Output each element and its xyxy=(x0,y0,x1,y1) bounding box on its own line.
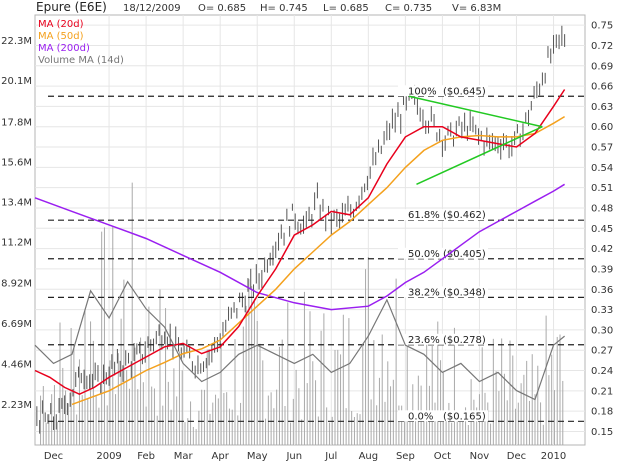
fib-label-bg xyxy=(398,85,488,97)
legend-volume-ma: Volume MA (14d) xyxy=(38,55,124,66)
price-tick-label: 0.30 xyxy=(591,325,613,336)
price-tick-label: 0.39 xyxy=(591,264,613,275)
time-tick-label: Jun xyxy=(285,451,302,462)
fibonacci-levels: 100% ($0.645) 61.8% ($0.462) 50.0% ($0.405) 38… xyxy=(48,85,585,422)
price-tick-label: 0.45 xyxy=(591,224,613,235)
legend: MA (20d) MA (50d) MA (200d) Volume MA (1… xyxy=(38,19,124,66)
volume-tick-label: 4.46M xyxy=(1,360,32,371)
price-tick-label: 0.21 xyxy=(591,386,613,397)
volume-bars xyxy=(40,182,564,445)
indicator-lines xyxy=(34,89,566,406)
fib-label-bg xyxy=(398,247,488,259)
triangle-trendline xyxy=(416,126,543,185)
quote-volume: V= 6.83M xyxy=(452,3,501,14)
time-tick-label: Dec xyxy=(44,451,63,462)
fib-level-pct: 50.0% xyxy=(408,249,440,260)
price-tick-label: 0.54 xyxy=(591,163,613,174)
time-tick-label: Oct xyxy=(434,451,451,462)
price-tick-label: 0.51 xyxy=(591,183,613,194)
ma50-line xyxy=(71,115,565,406)
price-tick-label: 0.15 xyxy=(591,427,613,438)
volume-tick-label: 11.2M xyxy=(1,237,32,248)
volume-tick-label: 22.3M xyxy=(1,36,32,47)
volume-tick-label: 8.92M xyxy=(1,279,32,290)
quote-low: L= 0.685 xyxy=(323,3,369,14)
price-tick-label: 0.60 xyxy=(591,122,613,133)
time-tick-label: Aug xyxy=(359,451,379,462)
price-tick-label: 0.18 xyxy=(591,407,613,418)
price-tick-label: 0.27 xyxy=(591,346,613,357)
price-tick-label: 0.24 xyxy=(591,366,613,377)
fib-label-bg xyxy=(398,410,488,422)
quote-high: H= 0.745 xyxy=(260,3,308,14)
fib-level-price: ($0.278) xyxy=(443,335,486,346)
time-tick-label: Nov xyxy=(470,451,490,462)
triangle-trendline xyxy=(408,95,543,128)
price-tick-label: 0.69 xyxy=(591,61,613,72)
chart-title: Epure (E6E) xyxy=(36,0,107,14)
fib-label-bg xyxy=(398,333,488,345)
volume-axis-labels: 2.23M 4.46M 6.69M 8.92M 11.2M 13.4M 15.6M 17.8M… xyxy=(1,36,32,411)
fib-level-price: ($0.348) xyxy=(443,287,486,298)
price-axis-labels: 0.15 0.18 0.21 0.24 0.27 0.30 0.33 0.36 0.39 0.42… xyxy=(591,21,613,438)
fib-level-pct: 23.6% xyxy=(408,335,440,346)
price-tick-label: 0.63 xyxy=(591,102,613,113)
time-axis-labels: Dec 2009 Feb Mar Apr May Jun Jul Aug Sep Oct Nov Dec… xyxy=(44,451,566,462)
time-tick-label: Feb xyxy=(137,451,155,462)
price-tick-label: 0.72 xyxy=(591,41,613,52)
price-tick-label: 0.57 xyxy=(591,143,613,154)
time-tick-label: Dec xyxy=(507,451,526,462)
time-tick-label: May xyxy=(247,451,268,462)
volume-tick-label: 15.6M xyxy=(1,157,32,168)
fib-label-bg xyxy=(398,209,488,221)
time-tick-label: Sep xyxy=(396,451,415,462)
price-candles xyxy=(36,25,566,434)
time-tick-label: Mar xyxy=(174,451,194,462)
time-tick-label: Jul xyxy=(324,451,337,462)
ma200-line xyxy=(34,183,565,311)
time-tick-label: 2010 xyxy=(541,451,566,462)
price-tick-label: 0.48 xyxy=(591,203,613,214)
volume-tick-label: 2.23M xyxy=(1,400,32,411)
time-tick-label: Apr xyxy=(212,451,230,462)
time-tick-label: 2009 xyxy=(96,451,121,462)
volume-ma-line xyxy=(34,280,565,401)
price-tick-label: 0.33 xyxy=(591,305,613,316)
legend-ma20: MA (20d) xyxy=(38,19,84,30)
fib-level-pct: 0.0% xyxy=(408,411,433,422)
fib-level-price: ($0.645) xyxy=(443,86,486,97)
fib-level-pct: 100% xyxy=(408,86,437,97)
legend-ma200: MA (200d) xyxy=(38,43,90,54)
quote-close: C= 0.735 xyxy=(385,3,432,14)
price-tick-label: 0.75 xyxy=(591,21,613,32)
ma20-line xyxy=(34,89,566,396)
quote-open: O= 0.685 xyxy=(198,3,246,14)
quote-date: 18/12/2009 xyxy=(123,3,181,14)
fib-level-pct: 61.8% xyxy=(408,210,440,221)
fib-level-price: ($0.405) xyxy=(443,249,486,260)
volume-tick-label: 20.1M xyxy=(1,76,32,87)
fib-level-price: ($0.165) xyxy=(443,411,486,422)
volume-tick-label: 13.4M xyxy=(1,197,32,208)
fib-level-pct: 38.2% xyxy=(408,287,440,298)
legend-ma50: MA (50d) xyxy=(38,31,84,42)
fib-label-bg xyxy=(398,286,488,298)
volume-tick-label: 6.69M xyxy=(1,319,32,330)
price-tick-label: 0.66 xyxy=(591,82,613,93)
price-tick-label: 0.42 xyxy=(591,244,613,255)
price-tick-label: 0.36 xyxy=(591,285,613,296)
volume-tick-label: 17.8M xyxy=(1,118,32,129)
fib-level-price: ($0.462) xyxy=(443,210,486,221)
